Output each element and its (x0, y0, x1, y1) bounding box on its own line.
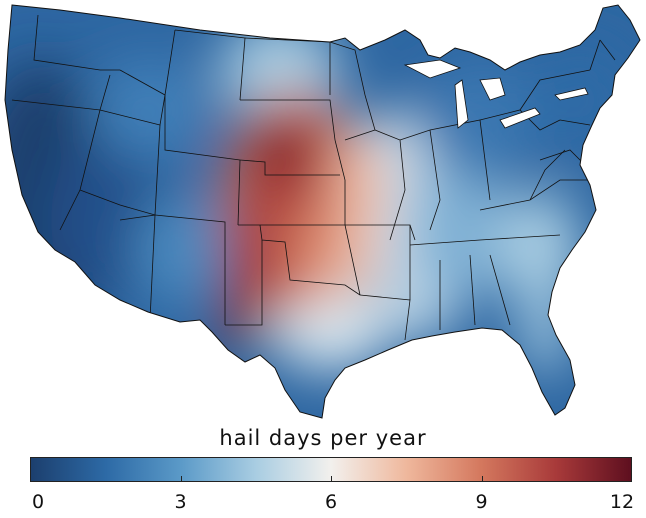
state-borders (11, 14, 616, 341)
colorbar-tick-label: 12 (609, 491, 635, 513)
colorbar-title: hail days per year (219, 426, 427, 450)
colorbar-tick-mark (331, 476, 332, 481)
us-outline (4, 4, 641, 419)
colorbar-tick-label: 0 (31, 491, 45, 513)
hail-map (4, 4, 641, 419)
colorbar-tick-label: 6 (324, 491, 338, 513)
colorbar-tick-label: 9 (475, 491, 488, 513)
hail-field (5, 5, 640, 418)
colorbar-tick-mark (631, 476, 632, 481)
colorbar-tick-mark (481, 476, 483, 481)
colorbar-tick-mark (30, 476, 31, 481)
us-map-svg (4, 4, 641, 419)
colorbar-tick-label: 3 (174, 491, 187, 513)
colorbar-tick-mark (180, 476, 182, 481)
great-lakes (403, 59, 589, 129)
